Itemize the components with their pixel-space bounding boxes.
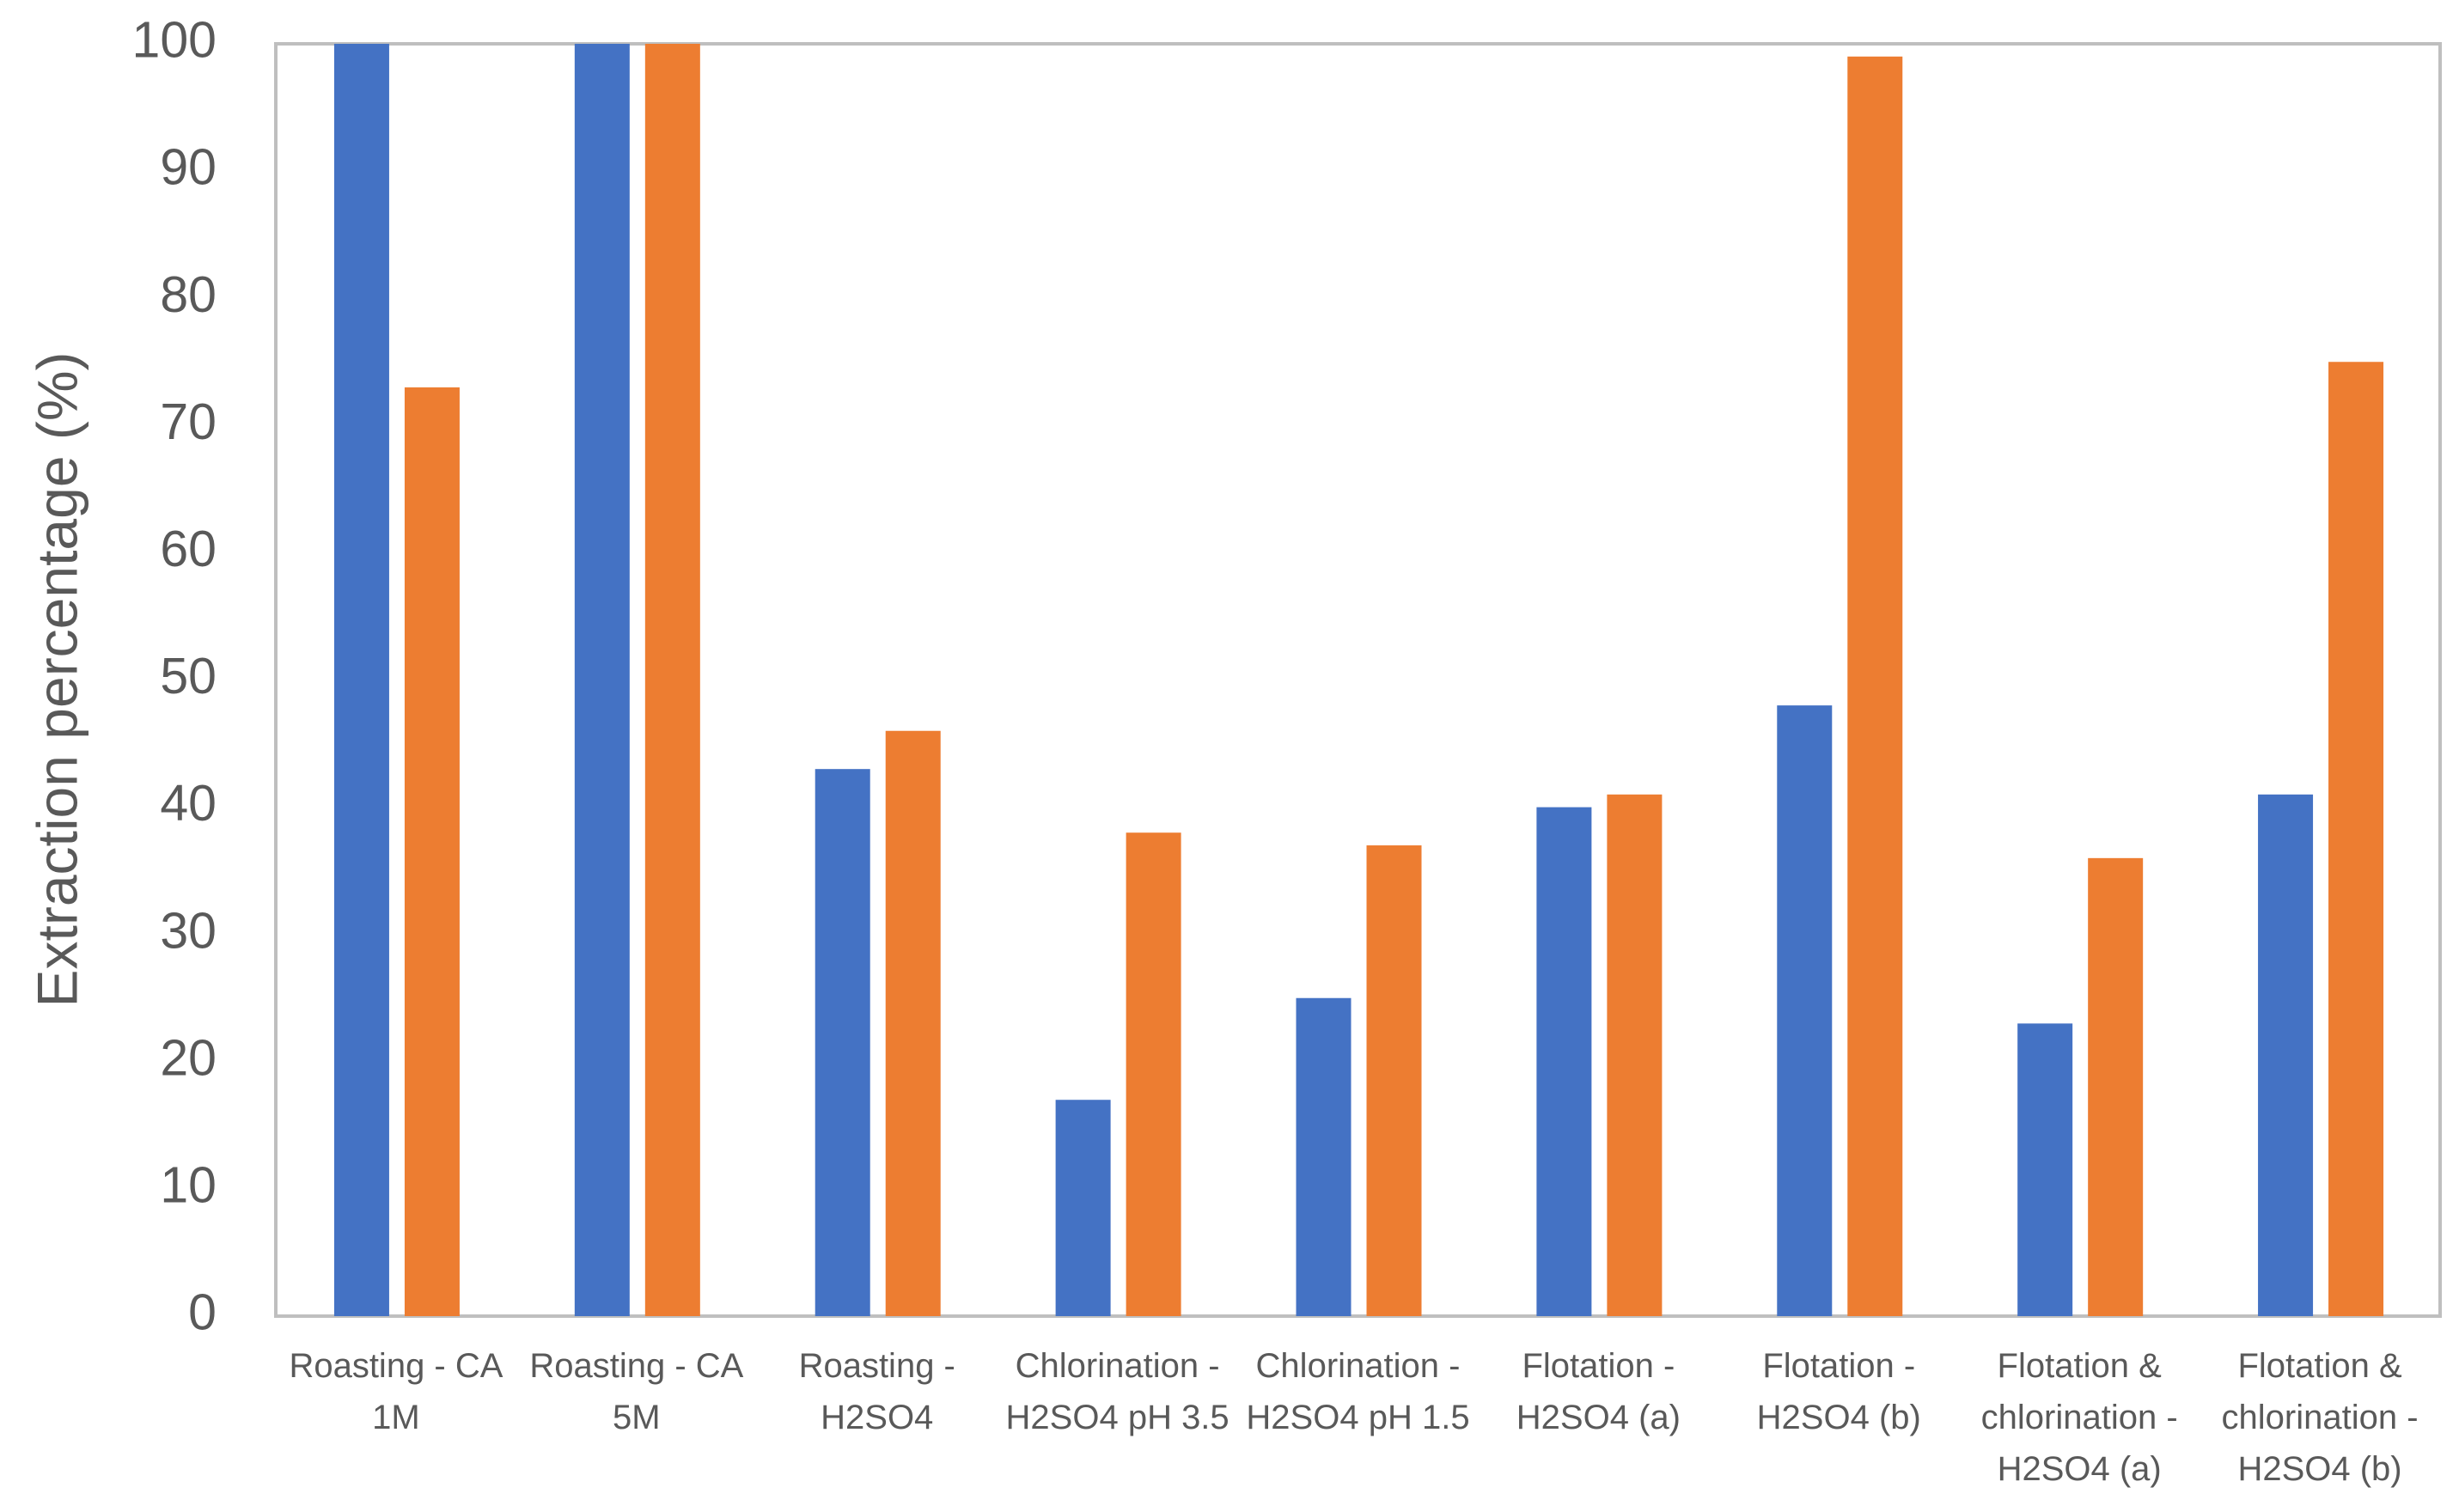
bar xyxy=(1366,845,1422,1316)
y-axis-title: Extraction percentage (%) xyxy=(25,351,88,1007)
bar xyxy=(815,769,870,1316)
y-tick-label: 40 xyxy=(160,775,217,832)
x-tick-label: Chlorination - H2SO4 pH 3.5 xyxy=(1005,1347,1230,1436)
y-tick-label: 30 xyxy=(160,902,217,959)
bar xyxy=(404,387,460,1316)
y-tick-label: 70 xyxy=(160,393,217,450)
bar xyxy=(574,44,630,1316)
bar xyxy=(333,44,389,1316)
x-tick-label: Roasting - H2SO4 xyxy=(798,1347,955,1436)
bar xyxy=(644,44,700,1316)
bar xyxy=(2328,362,2384,1316)
x-tick-label: Flotation - H2SO4 (a) xyxy=(1516,1347,1681,1436)
bar xyxy=(2258,794,2314,1316)
x-tick-label: Flotation - H2SO4 (b) xyxy=(1756,1347,1921,1436)
y-tick-label: 80 xyxy=(160,266,217,323)
y-tick-label: 20 xyxy=(160,1029,217,1086)
bar xyxy=(2017,1023,2073,1316)
y-tick-label: 90 xyxy=(160,139,217,196)
bar xyxy=(1847,56,1903,1316)
bar xyxy=(1126,832,1181,1316)
plot-border xyxy=(274,42,2442,1318)
x-tick-label: Flotation & chlorination - H2SO4 (b) xyxy=(2221,1347,2419,1488)
bar xyxy=(1055,1100,1111,1316)
bar xyxy=(1536,807,1592,1316)
bar xyxy=(1607,794,1663,1316)
bar xyxy=(885,730,941,1316)
x-tick-label: Roasting - CA 5M xyxy=(529,1347,744,1436)
bar xyxy=(1777,705,1833,1316)
x-tick-label: Roasting - CA 1M xyxy=(289,1347,503,1436)
y-tick-label: 50 xyxy=(160,648,217,704)
y-tick-label: 100 xyxy=(132,12,217,69)
bar xyxy=(2088,857,2144,1316)
y-tick-label: 0 xyxy=(188,1284,217,1341)
x-tick-label: Chlorination - H2SO4 pH 1.5 xyxy=(1246,1347,1470,1436)
x-tick-label: Flotation & chlorination - H2SO4 (a) xyxy=(1980,1347,2178,1488)
y-tick-label: 60 xyxy=(160,521,217,577)
y-tick-label: 10 xyxy=(160,1156,217,1213)
bar xyxy=(1296,997,1352,1316)
